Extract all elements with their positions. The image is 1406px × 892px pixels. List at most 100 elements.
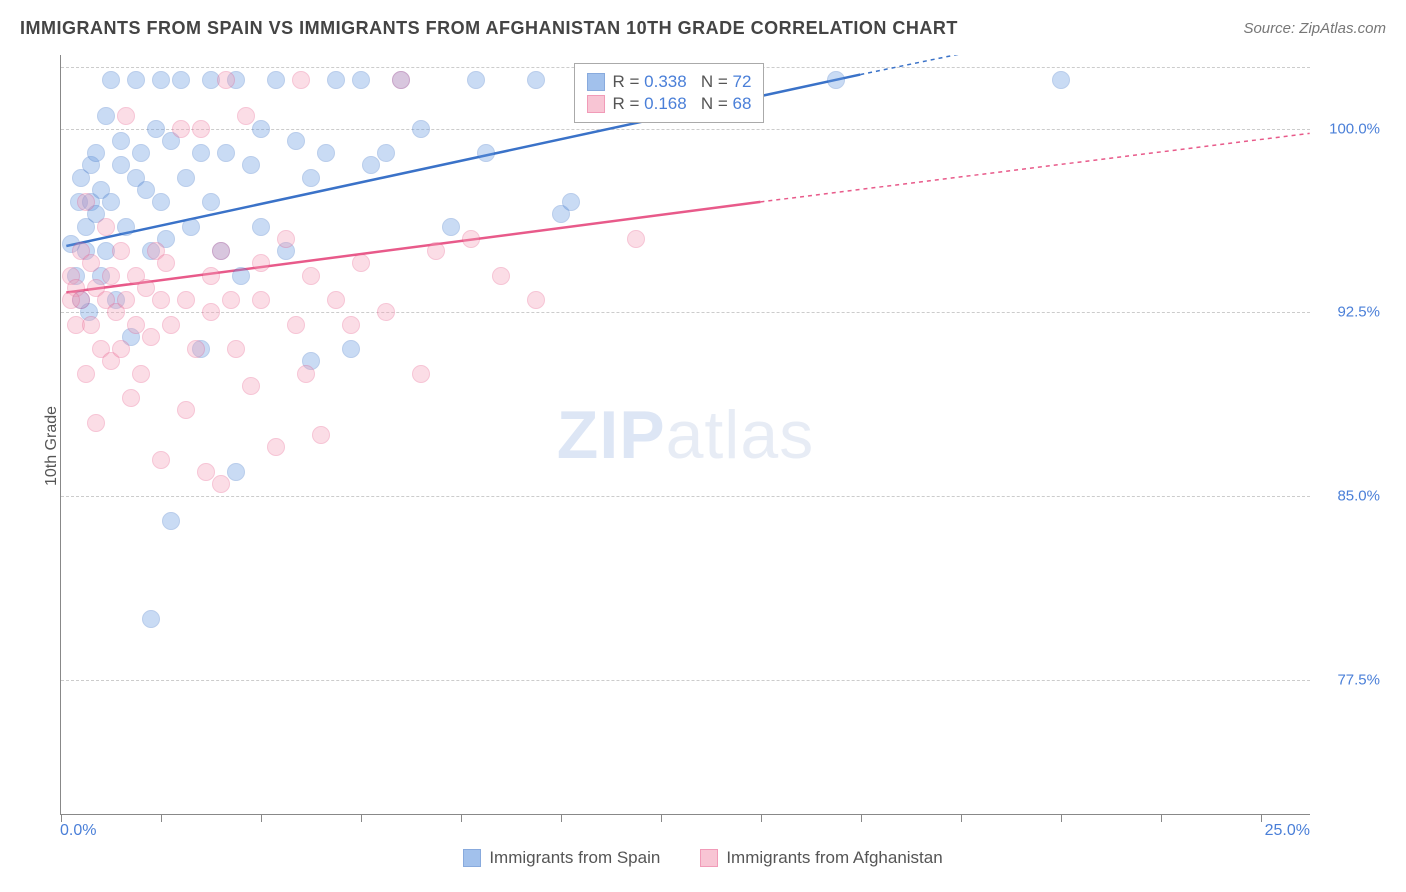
scatter-point xyxy=(162,512,180,530)
scatter-point xyxy=(217,144,235,162)
x-tick xyxy=(1161,814,1162,822)
scatter-point xyxy=(152,451,170,469)
x-tick xyxy=(61,814,62,822)
x-tick xyxy=(761,814,762,822)
scatter-point xyxy=(132,365,150,383)
scatter-point xyxy=(112,340,130,358)
scatter-point xyxy=(227,340,245,358)
scatter-point xyxy=(412,120,430,138)
scatter-point xyxy=(242,156,260,174)
scatter-point xyxy=(87,414,105,432)
stats-text: R = 0.168 N = 68 xyxy=(613,94,752,114)
series-swatch xyxy=(587,95,605,113)
scatter-point xyxy=(197,463,215,481)
scatter-point xyxy=(1052,71,1070,89)
scatter-point xyxy=(187,340,205,358)
scatter-point xyxy=(102,193,120,211)
scatter-point xyxy=(152,193,170,211)
x-max-label: 25.0% xyxy=(1265,822,1310,840)
scatter-point xyxy=(352,254,370,272)
scatter-point xyxy=(362,156,380,174)
scatter-point xyxy=(242,377,260,395)
scatter-point xyxy=(222,291,240,309)
scatter-point xyxy=(102,267,120,285)
scatter-point xyxy=(112,242,130,260)
scatter-plot: ZIPatlas 77.5%85.0%92.5%100.0% R = 0.338… xyxy=(60,55,1310,815)
scatter-point xyxy=(212,242,230,260)
scatter-point xyxy=(227,463,245,481)
scatter-point xyxy=(252,218,270,236)
scatter-point xyxy=(442,218,460,236)
scatter-point xyxy=(192,144,210,162)
scatter-point xyxy=(492,267,510,285)
scatter-point xyxy=(267,438,285,456)
scatter-point xyxy=(82,316,100,334)
scatter-point xyxy=(62,291,80,309)
chart-title: IMMIGRANTS FROM SPAIN VS IMMIGRANTS FROM… xyxy=(20,18,958,39)
x-tick xyxy=(261,814,262,822)
stats-row: R = 0.168 N = 68 xyxy=(587,94,752,114)
scatter-point xyxy=(142,328,160,346)
stats-row: R = 0.338 N = 72 xyxy=(587,72,752,92)
scatter-point xyxy=(202,303,220,321)
legend-bottom: Immigrants from Spain Immigrants from Afg… xyxy=(0,848,1406,868)
scatter-point xyxy=(132,144,150,162)
legend-swatch xyxy=(463,849,481,867)
scatter-point xyxy=(342,316,360,334)
scatter-point xyxy=(327,291,345,309)
series-swatch xyxy=(587,73,605,91)
scatter-point xyxy=(562,193,580,211)
y-tick-label: 100.0% xyxy=(1320,120,1380,137)
scatter-point xyxy=(312,426,330,444)
stats-legend-box: R = 0.338 N = 72 R = 0.168 N = 68 xyxy=(574,63,765,123)
scatter-point xyxy=(427,242,445,260)
scatter-point xyxy=(377,303,395,321)
x-tick xyxy=(361,814,362,822)
gridline xyxy=(61,312,1310,313)
scatter-point xyxy=(152,291,170,309)
scatter-point xyxy=(297,365,315,383)
scatter-point xyxy=(302,169,320,187)
scatter-point xyxy=(122,389,140,407)
scatter-point xyxy=(277,230,295,248)
scatter-point xyxy=(412,365,430,383)
scatter-point xyxy=(527,71,545,89)
scatter-point xyxy=(147,120,165,138)
scatter-point xyxy=(462,230,480,248)
scatter-point xyxy=(252,254,270,272)
scatter-point xyxy=(97,218,115,236)
scatter-point xyxy=(177,169,195,187)
x-tick xyxy=(161,814,162,822)
legend-swatch xyxy=(700,849,718,867)
scatter-point xyxy=(212,475,230,493)
y-tick-label: 77.5% xyxy=(1320,672,1380,689)
x-min-label: 0.0% xyxy=(60,822,96,840)
legend-item: Immigrants from Afghanistan xyxy=(700,848,942,868)
scatter-point xyxy=(627,230,645,248)
scatter-point xyxy=(377,144,395,162)
scatter-point xyxy=(97,107,115,125)
scatter-point xyxy=(82,254,100,272)
scatter-point xyxy=(137,181,155,199)
x-axis-labels: 0.0% 25.0% xyxy=(60,822,1310,840)
scatter-point xyxy=(342,340,360,358)
scatter-point xyxy=(232,267,250,285)
gridline xyxy=(61,680,1310,681)
scatter-point xyxy=(252,291,270,309)
x-tick xyxy=(1261,814,1262,822)
scatter-point xyxy=(352,71,370,89)
scatter-point xyxy=(137,279,155,297)
scatter-point xyxy=(172,71,190,89)
scatter-point xyxy=(327,71,345,89)
legend-item: Immigrants from Spain xyxy=(463,848,660,868)
scatter-point xyxy=(77,193,95,211)
x-tick xyxy=(661,814,662,822)
scatter-point xyxy=(237,107,255,125)
scatter-point xyxy=(112,132,130,150)
x-tick xyxy=(961,814,962,822)
scatter-point xyxy=(317,144,335,162)
legend-label: Immigrants from Spain xyxy=(489,848,660,868)
scatter-point xyxy=(477,144,495,162)
scatter-point xyxy=(302,267,320,285)
scatter-point xyxy=(292,71,310,89)
